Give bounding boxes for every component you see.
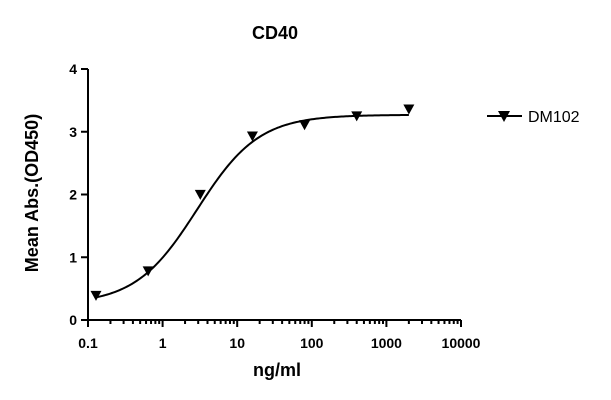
- legend-label-dm102: DM102: [528, 109, 580, 126]
- legend: DM102: [487, 109, 580, 126]
- data-point: [403, 104, 415, 115]
- y-tick-label: 3: [69, 124, 77, 140]
- x-ticks: 0.1 1 10 100 1000 10000: [78, 320, 481, 351]
- data-point: [194, 189, 206, 200]
- data-point: [351, 111, 363, 122]
- y-ticks: 0 1 2 3 4: [69, 61, 88, 328]
- y-tick-label: 4: [69, 61, 77, 77]
- y-tick-label: 2: [69, 187, 77, 203]
- x-tick-label: 100: [300, 335, 324, 351]
- x-tick-label: 0.1: [78, 335, 98, 351]
- data-point: [90, 290, 102, 301]
- data-point: [142, 266, 154, 277]
- x-tick-label: 10: [229, 335, 245, 351]
- y-axis-label: Mean Abs.(OD450): [22, 114, 42, 272]
- fit-curve: [95, 114, 409, 299]
- x-tick-label: 10000: [442, 335, 481, 351]
- y-tick-label: 0: [69, 312, 77, 328]
- data-markers: [90, 104, 415, 301]
- x-tick-label: 1000: [371, 335, 402, 351]
- x-axis-label: ng/ml: [253, 360, 301, 380]
- data-point: [299, 120, 311, 131]
- legend-marker-icon: [498, 111, 510, 122]
- chart-title: CD40: [252, 23, 298, 43]
- plot-area: 0 1 2 3 4 0.1 1 10 100 1000 10000: [69, 61, 480, 351]
- y-tick-label: 1: [69, 249, 77, 265]
- x-tick-label: 1: [159, 335, 167, 351]
- data-point: [246, 131, 258, 142]
